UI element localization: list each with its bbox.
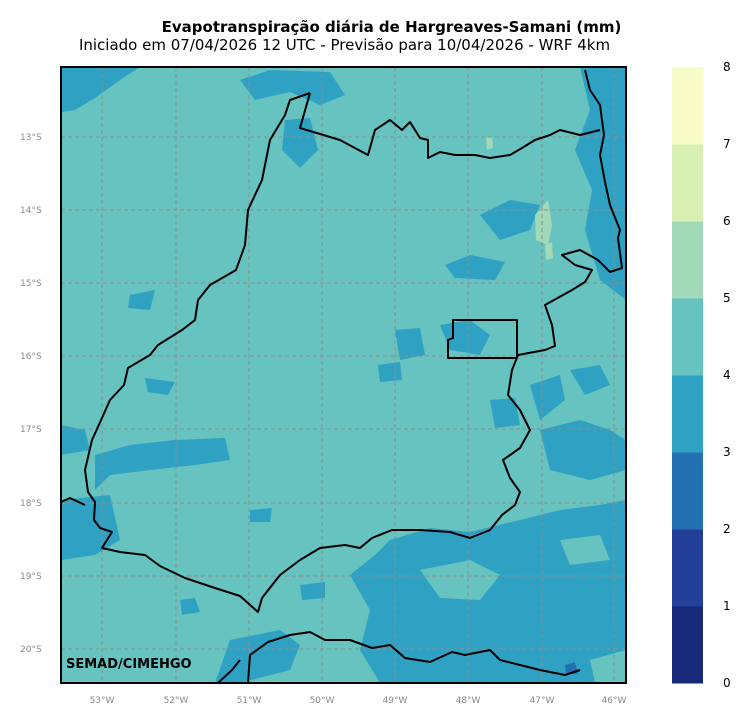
goias-border bbox=[84, 69, 623, 613]
colorbar-tick-label: 5 bbox=[723, 291, 731, 305]
evapotranspiration-patches-3-4mm bbox=[61, 67, 626, 683]
colorbar-tick-label: 4 bbox=[723, 368, 731, 382]
colorbar-segment bbox=[672, 298, 703, 376]
evapotranspiration-patches-5-6mm bbox=[486, 136, 553, 260]
colorbar-tick-label: 3 bbox=[723, 445, 731, 459]
colorbar-segment bbox=[672, 452, 703, 530]
lon-tick: 52°W bbox=[164, 696, 189, 706]
lat-tick: 14°S bbox=[20, 206, 42, 216]
lon-tick: 50°W bbox=[310, 696, 335, 706]
lat-tick: 16°S bbox=[20, 352, 42, 362]
lon-tick: 48°W bbox=[456, 696, 481, 706]
lon-tick: 47°W bbox=[530, 696, 555, 706]
credit-label: SEMAD/CIMEHGO bbox=[66, 657, 192, 672]
colorbar-tick-label: 8 bbox=[723, 60, 731, 74]
southwest-border bbox=[217, 659, 241, 683]
lat-tick: 13°S bbox=[20, 133, 42, 143]
lon-tick: 53°W bbox=[90, 696, 115, 706]
lon-tick: 46°W bbox=[602, 696, 627, 706]
colorbar-tick-label: 7 bbox=[723, 137, 731, 151]
western-border bbox=[61, 497, 86, 506]
map-field bbox=[61, 67, 626, 683]
colorbar-segment bbox=[672, 375, 703, 453]
colorbar-tick-label: 2 bbox=[723, 522, 731, 536]
southern-border bbox=[247, 631, 581, 683]
lat-tick: 17°S bbox=[20, 425, 42, 435]
colorbar-tick-label: 1 bbox=[723, 599, 731, 613]
map-subtitle: Iniciado em 07/04/2026 12 UTC - Previsão… bbox=[78, 36, 611, 54]
lon-tick: 49°W bbox=[383, 696, 408, 706]
map-frame bbox=[60, 66, 627, 684]
colorbar-segment bbox=[672, 606, 703, 684]
lat-tick: 18°S bbox=[20, 499, 42, 509]
evapotranspiration-islands-4-5mm bbox=[420, 535, 626, 683]
lon-tick: 51°W bbox=[237, 696, 262, 706]
map-title: Evapotranspiração diária de Hargreaves-S… bbox=[161, 18, 622, 36]
lat-tick: 20°S bbox=[20, 645, 42, 655]
graticule bbox=[61, 67, 626, 683]
colorbar-tick-label: 0 bbox=[723, 676, 731, 690]
colorbar-segment bbox=[672, 67, 703, 145]
federal-district-border bbox=[447, 319, 518, 359]
latitude-labels: 13°S 14°S 15°S 16°S 17°S 18°S 19°S 20°S bbox=[20, 133, 42, 655]
colorbar-segment bbox=[672, 221, 703, 299]
lat-tick: 19°S bbox=[20, 572, 42, 582]
lat-tick: 15°S bbox=[20, 279, 42, 289]
colorbar-tick-label: 6 bbox=[723, 214, 731, 228]
colorbar-labels: 0 1 2 3 4 5 6 7 8 bbox=[723, 60, 731, 690]
colorbar-segment bbox=[672, 529, 703, 607]
colorbar-segment bbox=[672, 144, 703, 222]
longitude-labels: 53°W 52°W 51°W 50°W 49°W 48°W 47°W 46°W bbox=[90, 696, 627, 706]
colorbar-segments bbox=[672, 67, 703, 684]
state-borders bbox=[61, 69, 623, 683]
colorbar: 0 1 2 3 4 5 6 7 8 bbox=[672, 60, 731, 690]
